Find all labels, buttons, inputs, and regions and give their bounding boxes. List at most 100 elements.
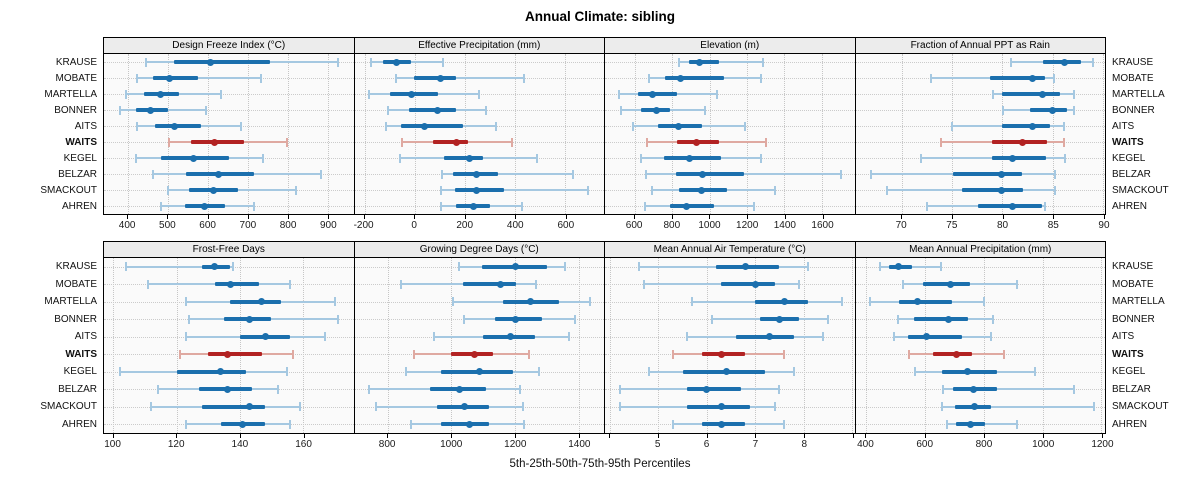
gridline-v [514,54,516,214]
median-dot [469,202,477,210]
whisker-cap [185,332,188,342]
panel-header: Fraction of Annual PPT as Rain [854,37,1106,54]
axis-tick-label: 800 [975,439,993,450]
whisker-cap [1002,105,1005,115]
gridline-v [952,54,954,214]
axis-tick-label: 1400 [773,220,796,231]
panel-header: Mean Annual Air Temperature (°C) [604,241,856,258]
axis-tick [983,434,985,438]
panel-header: Frost-Free Days [103,241,355,258]
axis-tick [565,215,567,219]
p25-p75-bar [463,282,516,287]
station-label-mobate: MOBATE [1112,72,1154,84]
axis-tick-label: 1200 [504,439,527,450]
panel-header: Effective Precipitation (mm) [353,37,605,54]
gridline-v [1042,258,1044,433]
median-dot [211,263,219,271]
axis-tick [176,434,178,438]
median-dot [674,122,682,130]
axis-tick [951,215,953,219]
whisker-cap [368,384,371,394]
panel-header: Mean Annual Precipitation (mm) [854,241,1106,258]
whisker-cap [637,262,640,272]
whisker-cap [760,73,763,83]
whisker-cap [797,279,800,289]
median-dot [722,368,730,376]
median-dot [393,58,401,66]
whisker-cap [1062,137,1065,147]
median-dot [217,368,225,376]
axis-tick [207,215,209,219]
whisker-cap [773,402,776,412]
whisker-cap [773,185,776,195]
median-dot [466,420,474,428]
panel-mean-annual-precipitation-mm: Mean Annual Precipitation (mm) 400 600 800 1… [854,241,1114,454]
axis-tick-label: 800 [663,220,681,231]
median-dot [717,350,725,358]
whisker-cap [648,73,651,83]
whisker-cap [370,57,373,67]
station-label-smackout: SMACKOUT [40,184,97,196]
station-label-krause: KRAUSE [1112,56,1154,68]
median-dot [967,420,975,428]
whisker-cap [125,89,128,99]
median-dot [1008,202,1016,210]
whisker-cap [463,314,466,324]
axis-tick-label: 500 [159,220,176,231]
station-label-kegel: KEGEL [1112,152,1146,164]
whisker-cap [618,89,621,99]
panel-fraction-of-annual-ppt-as-rain: Fraction of Annual PPT as Rain 70 75 80 85 90 [854,37,1110,235]
p5-p95-whisker [643,283,799,286]
whisker-cap [410,419,413,429]
whisker-cap [523,73,525,83]
station-label-belzar: BELZAR [58,168,97,180]
median-dot [963,368,971,376]
whisker-cap [1010,57,1013,67]
axis-tick [579,434,581,438]
whisker-cap [902,279,905,289]
whisker-cap [145,57,148,67]
axis-tick [901,215,903,219]
whisker-cap [1092,402,1095,412]
median-dot [465,154,473,162]
whisker-cap [1063,153,1066,163]
station-label-martella: MARTELLA [1112,88,1165,100]
axis-tick-label: -200 [353,220,374,231]
whisker-cap [942,384,945,394]
station-label-kegel: KEGEL [1112,366,1146,378]
axis-tick [709,215,711,219]
station-label-bonner: BONNER [54,313,97,325]
whisker-cap [1034,367,1037,377]
gridline-v [167,54,169,214]
gridline-v [464,54,466,214]
median-dot [717,420,725,428]
gridline-v [364,54,366,214]
median-dot [944,315,952,323]
p25-p75-bar [923,282,970,287]
x-axis: 5 6 7 8 [604,434,856,454]
whisker-cap [336,314,339,324]
axis-tick-label: 140 [231,439,249,450]
p25-p75-bar [676,172,744,176]
whisker-cap [907,349,910,359]
median-dot [407,90,415,98]
panel-design-freeze-index-c: Design Freeze Index (°C) 400 500 600 700 800 9… [103,37,355,235]
axis-tick [414,215,416,219]
median-dot [190,154,198,162]
whisker-cap [136,73,139,83]
whisker-cap [118,105,121,115]
gridline-h [855,62,1105,63]
gridline-h [605,94,855,95]
whisker-cap [399,279,402,289]
median-dot [698,186,706,194]
median-dot [472,170,480,178]
whisker-cap [841,297,844,307]
whisker-cap [940,262,943,272]
whisker-cap [1052,73,1055,83]
panel-row-bottom: KRAUSE MOBATE MARTELLA BONNER AITS WAITS KEGEL… [0,241,1200,454]
gridline-v [634,54,636,214]
whisker-cap [885,185,888,195]
whisker-cap [239,121,242,131]
gridline-v [1052,54,1054,214]
p5-p95-whisker [941,405,1094,408]
